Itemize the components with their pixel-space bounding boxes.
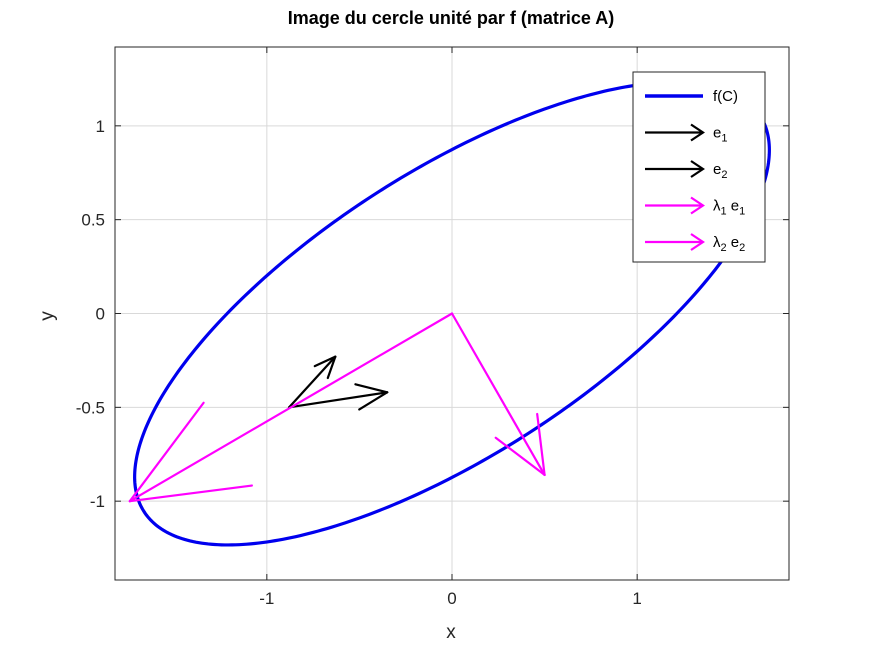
arrow-series-4	[450, 312, 546, 477]
legend-arrow-head	[690, 160, 705, 178]
y-axis-label: y	[37, 311, 58, 321]
legend-label: λ2 e2	[713, 234, 745, 254]
legend-label: f(C)	[713, 88, 738, 105]
arrow-series-3	[128, 312, 454, 503]
legend-label: e1	[713, 125, 727, 145]
legend-entry: λ1 e1	[645, 196, 745, 218]
y-tick-label: 1	[96, 117, 105, 136]
legend-arrow-head	[690, 123, 705, 142]
legend-label: λ1 e1	[713, 198, 745, 218]
legend-entry: f(C)	[645, 88, 738, 105]
x-tick-label: 0	[447, 589, 456, 608]
legend-arrow-head	[690, 233, 705, 251]
x-tick-label: -1	[259, 589, 274, 608]
y-tick-label: 0	[96, 305, 105, 324]
chart-title: Image du cercle unité par f (matrice A)	[288, 8, 614, 28]
ellipse-f-of-c	[133, 80, 771, 547]
legend-entry: e1	[645, 123, 727, 145]
x-tick-label: 1	[632, 589, 641, 608]
legend-arrow-head	[690, 196, 705, 215]
data-layer	[128, 80, 771, 547]
y-tick-label: 0.5	[81, 211, 105, 230]
legend: f(C) e1 e2 λ1 e1 λ2 e2	[632, 71, 766, 263]
y-tick-label: -1	[90, 492, 105, 511]
arrow-series-1	[287, 383, 389, 411]
arrow-series-2	[287, 355, 337, 409]
x-axis-label: x	[446, 622, 456, 643]
legend-entry: λ2 e2	[645, 233, 745, 254]
y-tick-label: -0.5	[76, 398, 105, 417]
legend-entry: e2	[645, 160, 727, 181]
legend-label: e2	[713, 161, 727, 181]
